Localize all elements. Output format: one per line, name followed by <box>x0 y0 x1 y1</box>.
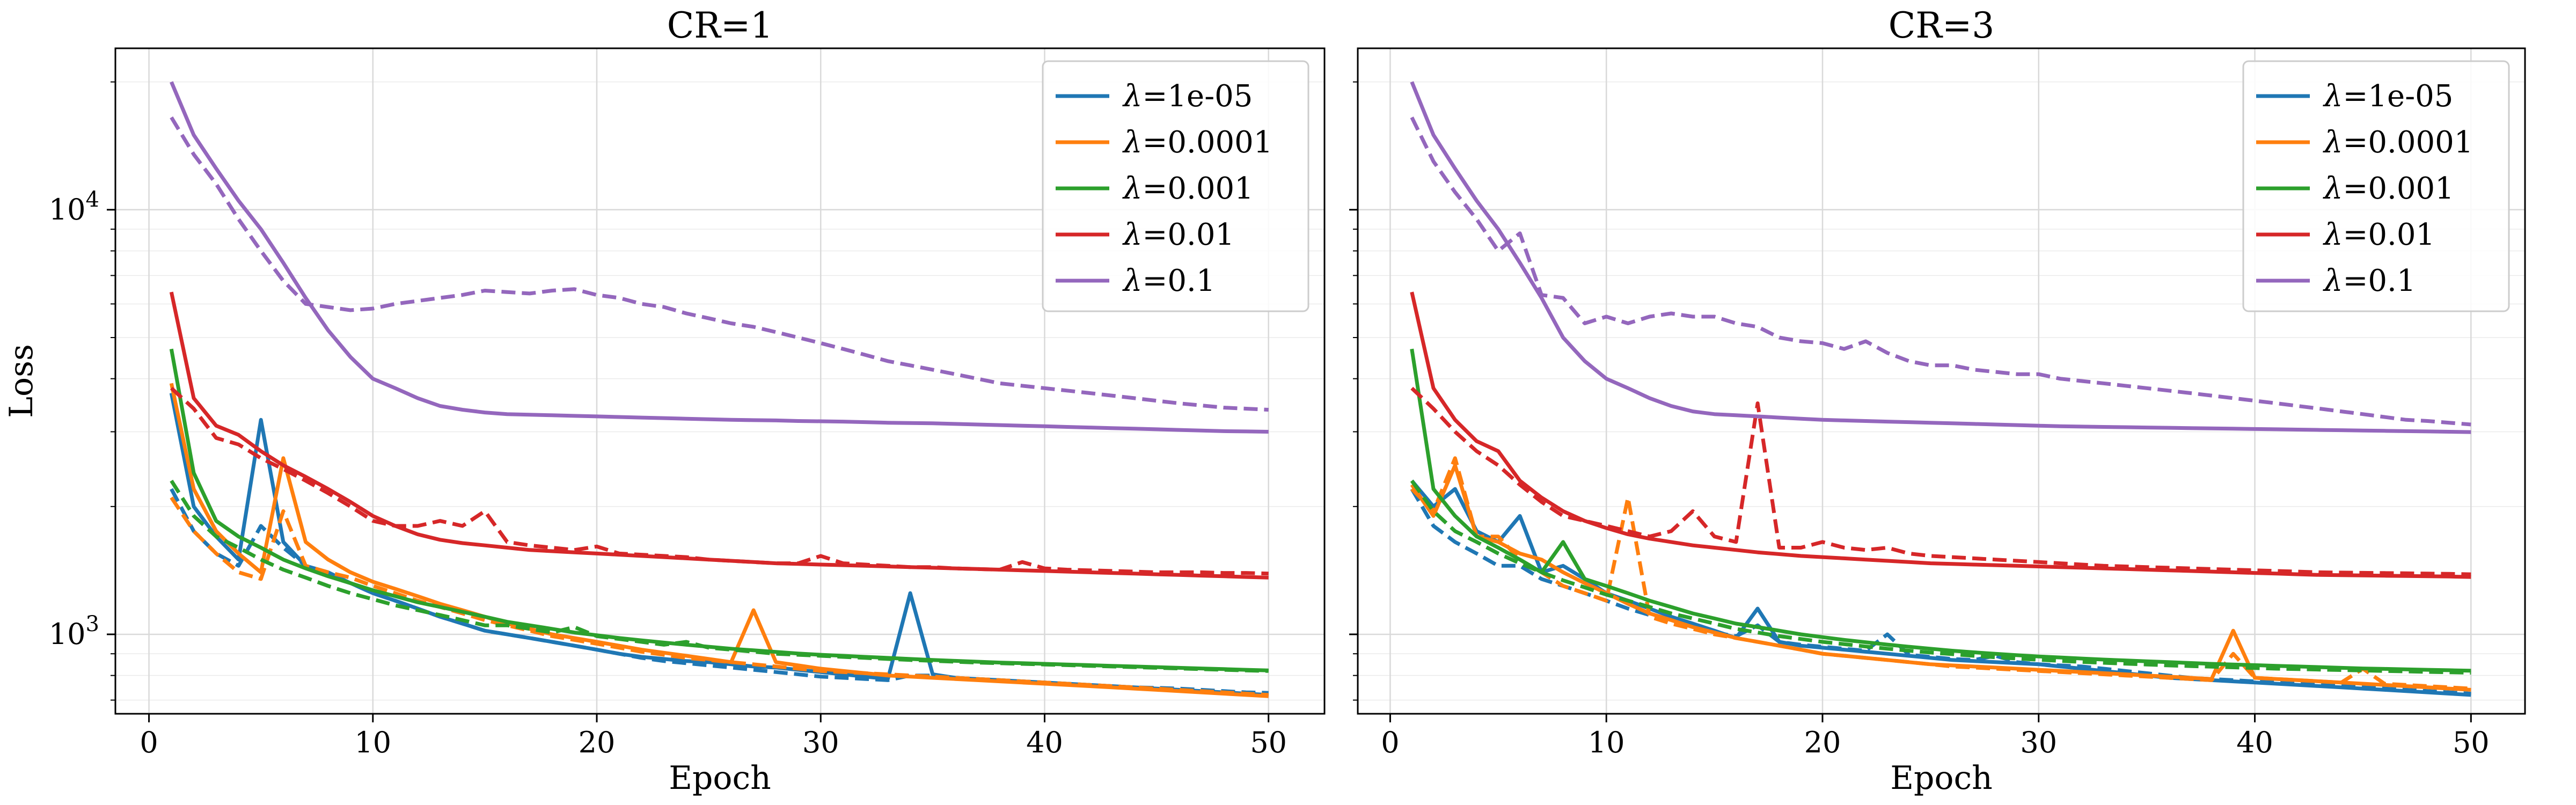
x-tick-label: 50 <box>1250 726 1287 759</box>
x-axis-label: Epoch <box>669 759 771 797</box>
series-line-lambda-2-solid <box>169 383 1269 698</box>
legend: λ=1e-05 λ=0.0001 λ=0.001 λ=0.01 λ=0.1 <box>2242 60 2510 312</box>
legend-box <box>1042 60 1309 312</box>
plot-frame <box>1357 47 2526 715</box>
series-line-lambda-3-dashed <box>1410 479 2471 675</box>
legend-label: λ=0.01 <box>2323 217 2435 252</box>
legend-label: λ=1e-05 <box>2323 79 2453 114</box>
x-tick-label: 40 <box>1026 726 1063 759</box>
y-axis-label: Loss <box>3 344 40 418</box>
x-tick-label: 10 <box>1588 726 1625 759</box>
x-axis-label: Epoch <box>1890 759 1993 797</box>
series-line-lambda-5-dashed <box>170 116 1269 412</box>
x-tick-label: 10 <box>354 726 391 759</box>
series-line-lambda-1-dashed <box>1410 488 2471 696</box>
series-line-lambda-3-solid <box>1410 348 2471 673</box>
series-line-lambda-3-solid <box>169 348 1269 672</box>
legend-label: λ=0.0001 <box>2323 125 2473 160</box>
x-tick-label: 0 <box>1381 726 1399 759</box>
chart-title: CR=3 <box>1889 5 1994 46</box>
series-line-lambda-2-solid <box>1410 463 2471 692</box>
series-line-lambda-4-solid <box>1410 291 2471 579</box>
x-tick-label: 0 <box>140 726 158 759</box>
legend-label: λ=0.1 <box>2323 264 2416 298</box>
legend: λ=1e-05 λ=0.0001 λ=0.001 λ=0.01 λ=0.1 <box>1042 60 1309 312</box>
chart-panel-cr1: 103 104 0 10 20 30 40 50 CR=1 Epoch Loss λ=1e-05 λ=0… <box>3 5 1326 797</box>
legend-box <box>2242 60 2510 312</box>
chart-panel-cr3: 0 10 20 30 40 50 CR=3 Epoch λ=1e-05 λ=0.0001 λ=0.0… <box>1349 5 2526 797</box>
series-line-lambda-4-dashed <box>170 386 1269 576</box>
x-tick-label: 40 <box>2236 726 2273 759</box>
legend-label: λ=0.001 <box>1122 171 1254 206</box>
x-tick-label: 20 <box>579 726 616 759</box>
legend-label: λ=0.1 <box>1122 264 1215 298</box>
x-tick-label: 50 <box>2453 726 2490 759</box>
x-tick-label: 30 <box>802 726 839 759</box>
chart-title: CR=1 <box>667 5 773 46</box>
legend-label: λ=0.001 <box>2323 171 2454 206</box>
x-tick-label: 20 <box>1804 726 1841 759</box>
legend-label: λ=0.01 <box>1122 217 1234 252</box>
x-tick-label: 30 <box>2020 726 2057 759</box>
series-line-lambda-4-dashed <box>1410 386 2471 576</box>
plot-frame <box>114 47 1326 715</box>
y-tick-label: 104 <box>49 187 99 226</box>
y-tick-label: 103 <box>49 612 99 651</box>
series-line-lambda-5-solid <box>1410 81 2471 434</box>
series-line-lambda-5-solid <box>170 81 1269 434</box>
legend-label: λ=1e-05 <box>1122 79 1253 114</box>
series-line-lambda-4-solid <box>169 291 1269 580</box>
legend-label: λ=0.0001 <box>1122 125 1272 160</box>
series-line-lambda-5-dashed <box>1410 116 2471 427</box>
